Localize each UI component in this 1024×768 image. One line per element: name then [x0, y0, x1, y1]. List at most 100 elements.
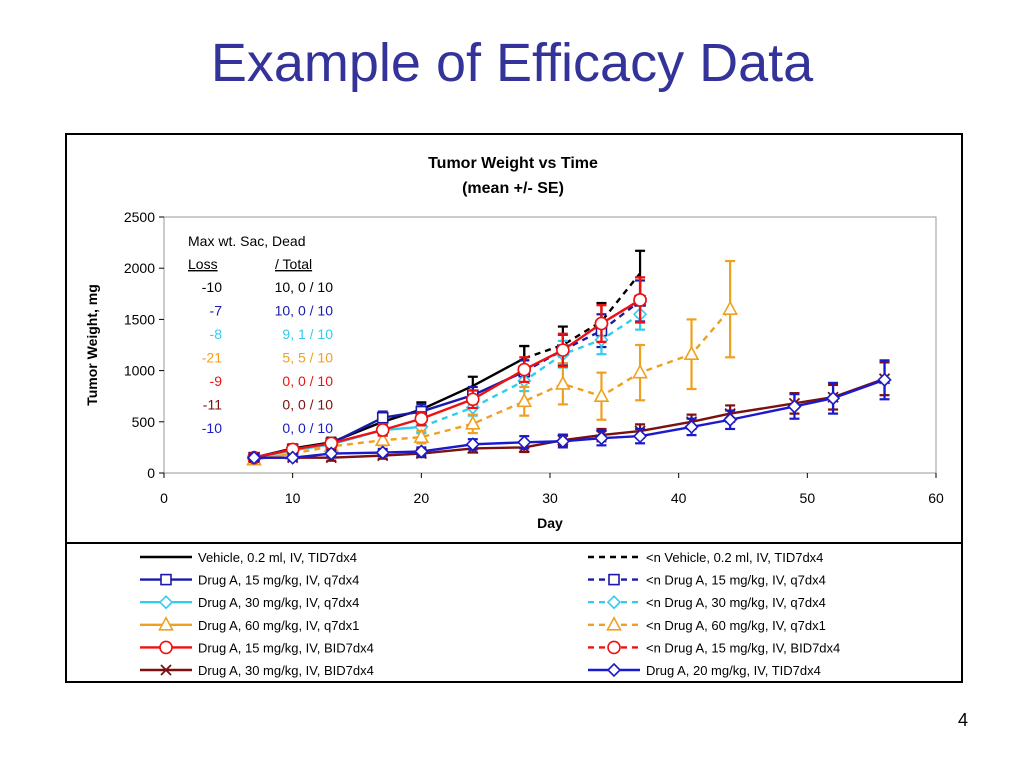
- legend-marker: [607, 640, 621, 655]
- data-point: [375, 423, 390, 437]
- legend-item: Drug A, 30 mg/kg, IV, q7dx4: [140, 595, 359, 610]
- data-point: [374, 431, 391, 447]
- annotation-sac-dead: 0, 0 / 10: [282, 397, 333, 413]
- legend-label: <n Drug A, 30 mg/kg, IV, q7dx4: [646, 595, 826, 610]
- data-point: [376, 411, 389, 424]
- legend-item: <n Drug A, 15 mg/kg, IV, q7dx4: [588, 573, 826, 588]
- annotation-table: Max wt. Sac, Dead Loss / Total -10 10, 0 …: [188, 233, 333, 436]
- data-point: [555, 434, 570, 449]
- legend-marker: [606, 595, 622, 610]
- annotation-header-loss: Loss: [188, 256, 218, 272]
- series-line: [253, 298, 641, 459]
- legend-label: Drug A, 15 mg/kg, IV, BID7dx4: [198, 640, 374, 655]
- data-point: [594, 316, 609, 331]
- data-point: [464, 415, 481, 430]
- legend-item: <n Vehicle, 0.2 ml, IV, TID7dx4: [588, 550, 823, 565]
- data-point: [787, 399, 802, 414]
- annotation-sac-dead: 0, 0 / 10: [282, 373, 333, 389]
- legend-marker: [159, 640, 173, 655]
- annotation-loss: -8: [210, 326, 223, 342]
- data-point: [517, 362, 532, 377]
- annotation-rows: -10 10, 0 / 10 -7 10, 0 / 10 -8 9, 1 / 10 -21 5…: [202, 279, 333, 436]
- data-point: [593, 387, 610, 403]
- legend-label: Drug A, 30 mg/kg, IV, q7dx4: [198, 595, 359, 610]
- x-tick-label: 60: [928, 490, 944, 506]
- legend-item: <n Drug A, 60 mg/kg, IV, q7dx1: [588, 616, 826, 633]
- y-tick-label: 0: [147, 465, 155, 481]
- data-point: [414, 411, 429, 426]
- data-point: [594, 431, 609, 446]
- data-point: [722, 300, 738, 315]
- annotation-header: Max wt. Sac, Dead: [188, 233, 306, 249]
- chart-title: Tumor Weight vs Time: [428, 155, 598, 172]
- legend-marker: [608, 573, 620, 586]
- series-line: [420, 313, 641, 429]
- series-11: [246, 359, 892, 465]
- data-point: [825, 391, 841, 406]
- annotation-loss: -21: [202, 350, 222, 366]
- legend-label: <n Drug A, 60 mg/kg, IV, q7dx1: [646, 618, 826, 633]
- y-tick-label: 1000: [124, 363, 155, 379]
- annotation-loss: -11: [203, 397, 222, 413]
- legend-item: Drug A, 60 mg/kg, IV, q7dx1: [140, 616, 359, 633]
- data-point: [632, 429, 648, 444]
- legend-item: <n Drug A, 15 mg/kg, IV, BID7dx4: [588, 640, 840, 655]
- data-point: [517, 435, 532, 450]
- legend-item: <n Drug A, 30 mg/kg, IV, q7dx4: [588, 595, 826, 610]
- series-line: [600, 298, 641, 325]
- legend-item: Drug A, 15 mg/kg, IV, q7dx4: [140, 573, 359, 588]
- x-tick-label: 0: [160, 490, 168, 506]
- x-axis-label: Day: [537, 515, 563, 531]
- data-point: [465, 392, 480, 407]
- data-point: [516, 392, 533, 408]
- annotation-sac-dead: 0, 0 / 10: [282, 420, 333, 436]
- data-point: [324, 446, 339, 461]
- y-tick-label: 2000: [124, 260, 155, 276]
- y-axis: 0 500 1000 1500 2000 2500: [124, 209, 164, 481]
- data-point: [465, 437, 480, 452]
- legend-marker: [606, 662, 622, 678]
- annotation-loss: -10: [202, 420, 222, 436]
- data-point: [414, 444, 429, 459]
- annotation-sac-dead: 10, 0 / 10: [275, 279, 334, 295]
- annotation-loss: -9: [210, 373, 223, 389]
- legend-label: Drug A, 20 mg/kg, IV, TID7dx4: [646, 663, 821, 678]
- annotation-sac-dead: 5, 5 / 10: [282, 350, 333, 366]
- data-point: [683, 345, 700, 361]
- legend-label: Vehicle, 0.2 ml, IV, TID7dx4: [198, 550, 357, 565]
- data-point: [375, 445, 390, 460]
- x-tick-label: 20: [414, 490, 430, 506]
- data-point: [246, 450, 262, 465]
- legend-marker: [160, 573, 172, 586]
- legend-item: Vehicle, 0.2 ml, IV, TID7dx4: [140, 550, 357, 565]
- legend-marker: [160, 664, 172, 676]
- legend-label: Drug A, 30 mg/kg, IV, BID7dx4: [198, 663, 374, 678]
- legend-label: Drug A, 60 mg/kg, IV, q7dx1: [198, 618, 359, 633]
- slide-title: Example of Efficacy Data: [210, 33, 814, 93]
- data-point: [684, 419, 699, 435]
- annotation-sac-dead: 10, 0 / 10: [275, 303, 334, 319]
- y-axis-label: Tumor Weight, mg: [84, 284, 100, 406]
- data-point: [633, 293, 647, 307]
- x-tick-label: 50: [800, 490, 816, 506]
- annotation-loss: -10: [202, 279, 222, 295]
- legend-item: Drug A, 20 mg/kg, IV, TID7dx4: [588, 662, 821, 678]
- legend-marker: [158, 595, 174, 610]
- legend-item: Drug A, 30 mg/kg, IV, BID7dx4: [140, 663, 374, 678]
- legend-label: <n Drug A, 15 mg/kg, IV, BID7dx4: [646, 640, 840, 655]
- legend: Vehicle, 0.2 ml, IV, TID7dx4 <n Vehicle, …: [140, 550, 840, 678]
- annotation-header-total: / Total: [275, 256, 312, 272]
- legend-label: Drug A, 15 mg/kg, IV, q7dx4: [198, 573, 359, 588]
- x-axis: 0 10 20 30 40 50 60: [160, 473, 944, 506]
- y-tick-label: 2500: [124, 209, 155, 225]
- data-point: [877, 372, 892, 387]
- x-tick-label: 40: [671, 490, 687, 506]
- data-point: [556, 343, 570, 357]
- x-tick-label: 10: [285, 490, 301, 506]
- series-9: [594, 276, 647, 344]
- data-point: [723, 412, 738, 427]
- legend-marker: [158, 616, 174, 631]
- data-point: [555, 375, 571, 390]
- data-point: [413, 428, 430, 443]
